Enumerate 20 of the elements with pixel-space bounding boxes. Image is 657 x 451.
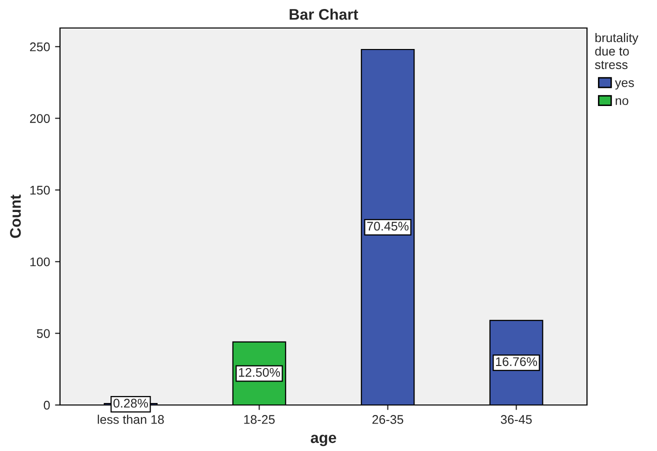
x-tick-label: 26-35 [372, 415, 404, 424]
y-tick-label: 150 [30, 186, 50, 195]
x-tick-label: 18-25 [244, 415, 275, 424]
annotation: 12.50% [238, 368, 280, 377]
annotation: 70.45% [367, 222, 409, 231]
y-tick-label: 50 [36, 329, 50, 338]
annotation: 0.28% [113, 398, 148, 408]
chart-title: Bar Chart [290, 8, 358, 20]
y-axis-title: Count [10, 194, 21, 238]
x-axis-title: age [310, 434, 336, 446]
y-tick-label: 250 [30, 42, 50, 52]
y-tick-label: 100 [30, 257, 50, 266]
legend-label: no [616, 98, 628, 106]
annotation: 16.76% [496, 357, 538, 366]
y-tick-label: 200 [30, 114, 50, 123]
y-tick-label: 0 [44, 400, 50, 410]
legend-label: yes [614, 80, 634, 90]
legend-title: brutality due to stress [594, 33, 638, 70]
x-tick-label: 36-45 [500, 415, 532, 424]
x-tick-label: less than 18 [98, 414, 164, 424]
